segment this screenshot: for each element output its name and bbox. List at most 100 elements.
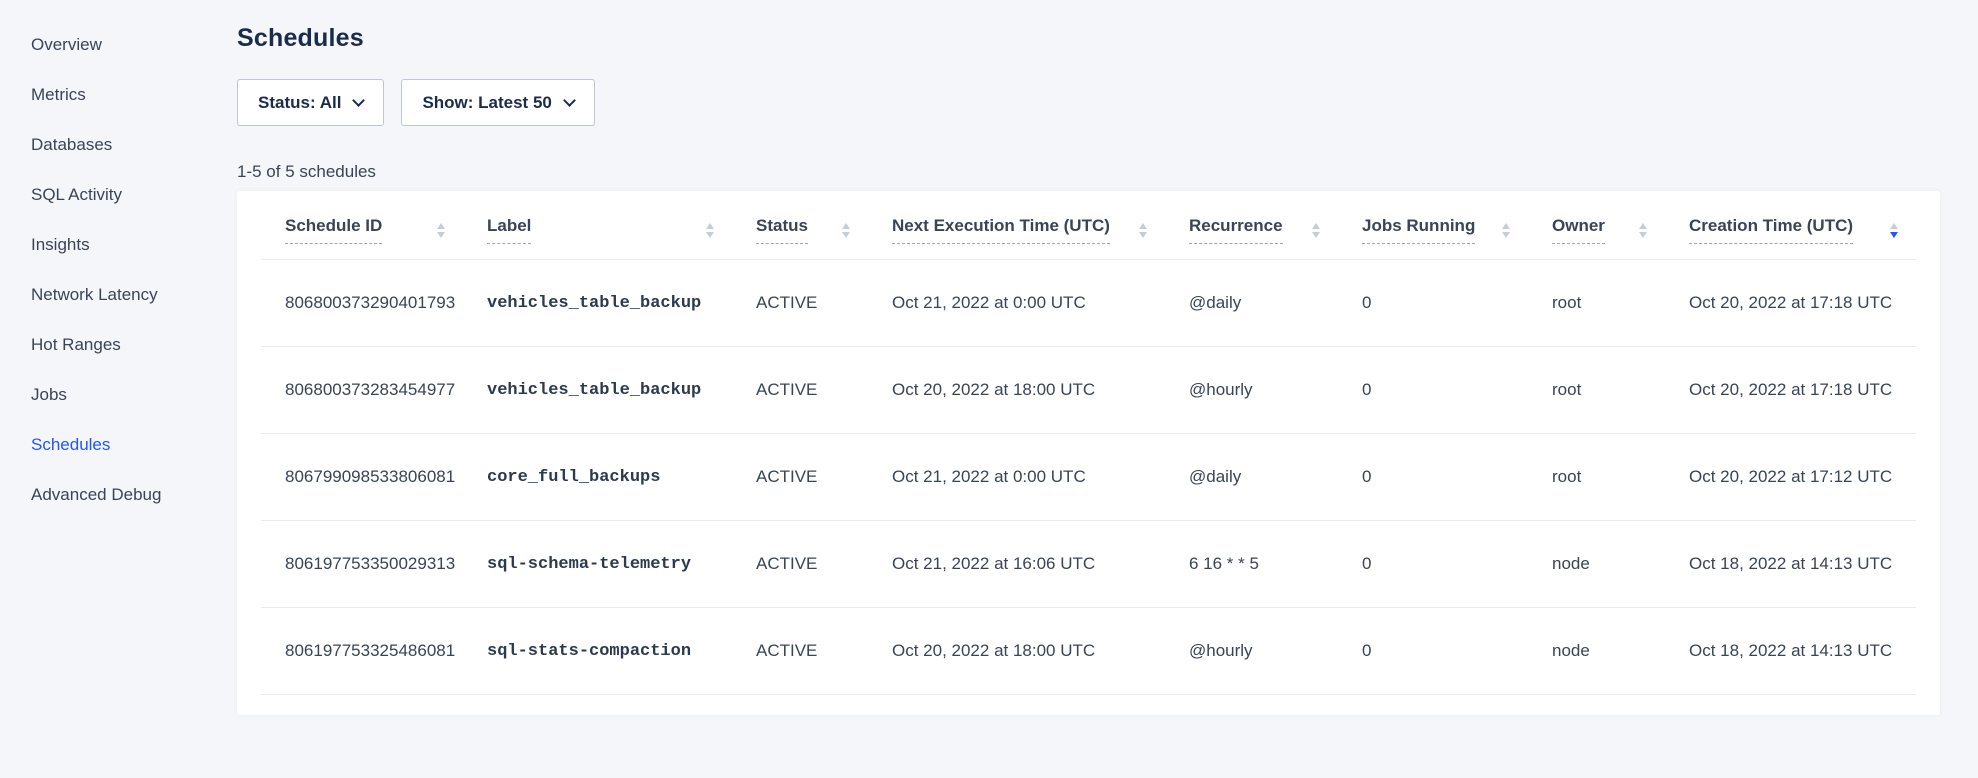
cell-jobs-running: 0 [1338, 607, 1528, 695]
results-count: 1-5 of 5 schedules [237, 162, 376, 181]
cell-recurrence: @daily [1165, 259, 1338, 347]
column-header-label: Recurrence [1189, 216, 1283, 244]
sidebar-item-metrics[interactable]: Metrics [31, 85, 86, 104]
table-row: 806197753350029313 sql-schema-telemetry AC… [261, 520, 1916, 608]
main-content: Schedules Status: All Show: Latest 50 1-… [205, 0, 1978, 778]
column-header-label: Next Execution Time (UTC) [892, 216, 1110, 244]
schedules-table: Schedule ID Label Status Next Execution Tim… [261, 191, 1916, 695]
sort-icon[interactable] [1890, 222, 1898, 238]
cell-creation-time: Oct 18, 2022 at 14:13 UTC [1665, 520, 1916, 608]
sidebar-item-schedules[interactable]: Schedules [31, 435, 111, 454]
sidebar-item-network-latency[interactable]: Network Latency [31, 285, 158, 304]
sidebar-item-hot-ranges[interactable]: Hot Ranges [31, 335, 121, 354]
cell-label: core_full_backups [463, 433, 732, 521]
sort-icon[interactable] [1312, 222, 1320, 238]
sort-up-arrow-icon [706, 222, 714, 229]
column-header-label[interactable]: Label [463, 191, 732, 260]
cell-schedule-id: 806799098533806081 [261, 433, 463, 521]
cell-creation-time: Oct 20, 2022 at 17:18 UTC [1665, 259, 1916, 347]
sort-icon[interactable] [1502, 222, 1510, 238]
column-header-jobs-running[interactable]: Jobs Running [1338, 191, 1528, 260]
cell-label: vehicles_table_backup [463, 346, 732, 434]
column-header-label: Owner [1552, 216, 1605, 244]
sort-down-arrow-icon [1502, 231, 1510, 238]
column-header-label: Label [487, 216, 532, 244]
table-header-row: Schedule ID Label Status Next Execution Tim… [261, 191, 1916, 260]
column-header-label: Creation Time (UTC) [1689, 216, 1854, 244]
sort-up-arrow-icon [1312, 222, 1320, 229]
chevron-down-icon [352, 93, 366, 107]
status-filter-dropdown[interactable]: Status: All [237, 79, 385, 126]
cell-jobs-running: 0 [1338, 433, 1528, 521]
cell-jobs-running: 0 [1338, 346, 1528, 434]
column-header-label: Jobs Running [1362, 216, 1476, 244]
sidebar-item-overview[interactable]: Overview [31, 35, 102, 54]
show-filter-dropdown[interactable]: Show: Latest 50 [401, 79, 595, 126]
cell-status: ACTIVE [732, 346, 868, 434]
sidebar-item-sql-activity[interactable]: SQL Activity [31, 185, 123, 204]
sidebar-nav: Overview Metrics Databases SQL Activity Insi… [0, 0, 205, 778]
cell-creation-time: Oct 18, 2022 at 14:13 UTC [1665, 607, 1916, 695]
sidebar-item-advanced-debug[interactable]: Advanced Debug [31, 485, 162, 504]
cell-recurrence: 6 16 * * 5 [1165, 520, 1338, 608]
sort-up-arrow-icon [1139, 222, 1147, 229]
table-row: 806800373290401793 vehicles_table_backup A… [261, 259, 1916, 347]
sort-up-arrow-icon [1890, 222, 1898, 229]
cell-next-execution-time: Oct 21, 2022 at 0:00 UTC [868, 433, 1165, 521]
cell-recurrence: @hourly [1165, 607, 1338, 695]
cell-schedule-id: 806197753350029313 [261, 520, 463, 608]
sort-up-arrow-icon [1639, 222, 1647, 229]
cell-owner: root [1528, 346, 1665, 434]
table-row: 806800373283454977 vehicles_table_backup A… [261, 346, 1916, 434]
sort-down-arrow-icon [1312, 231, 1320, 238]
sort-down-arrow-icon [1639, 231, 1647, 238]
cell-next-execution-time: Oct 20, 2022 at 18:00 UTC [868, 346, 1165, 434]
column-header-label: Status [756, 216, 808, 244]
column-header-label: Schedule ID [285, 216, 383, 244]
sort-down-arrow-icon [1890, 231, 1898, 238]
sort-up-arrow-icon [1502, 222, 1510, 229]
cell-jobs-running: 0 [1338, 520, 1528, 608]
column-header-creation-time-utc[interactable]: Creation Time (UTC) [1665, 191, 1916, 260]
sidebar-item-insights[interactable]: Insights [31, 235, 90, 254]
cell-status: ACTIVE [732, 520, 868, 608]
sort-icon[interactable] [1139, 222, 1147, 238]
sort-up-arrow-icon [842, 222, 850, 229]
sort-down-arrow-icon [706, 231, 714, 238]
column-header-owner[interactable]: Owner [1528, 191, 1665, 260]
cell-creation-time: Oct 20, 2022 at 17:12 UTC [1665, 433, 1916, 521]
sort-icon[interactable] [706, 222, 714, 238]
table-row: 806799098533806081 core_full_backups ACTIV… [261, 433, 1916, 521]
cell-label: vehicles_table_backup [463, 259, 732, 347]
column-header-next-execution-time-utc[interactable]: Next Execution Time (UTC) [868, 191, 1165, 260]
cell-jobs-running: 0 [1338, 259, 1528, 347]
sort-icon[interactable] [842, 222, 850, 238]
sort-icon[interactable] [437, 222, 445, 238]
cell-owner: root [1528, 259, 1665, 347]
cell-owner: node [1528, 607, 1665, 695]
cell-label: sql-schema-telemetry [463, 520, 732, 608]
show-filter-label: Show: Latest 50 [422, 92, 552, 112]
cell-creation-time: Oct 20, 2022 at 17:18 UTC [1665, 346, 1916, 434]
chevron-down-icon [562, 93, 576, 107]
cell-recurrence: @hourly [1165, 346, 1338, 434]
table-body: 806800373290401793 vehicles_table_backup A… [261, 259, 1916, 695]
page-title: Schedules [237, 24, 364, 52]
cell-next-execution-time: Oct 21, 2022 at 16:06 UTC [868, 520, 1165, 608]
cell-next-execution-time: Oct 21, 2022 at 0:00 UTC [868, 259, 1165, 347]
table-row: 806197753325486081 sql-stats-compaction AC… [261, 607, 1916, 695]
cell-status: ACTIVE [732, 607, 868, 695]
sidebar-item-databases[interactable]: Databases [31, 135, 113, 154]
cell-schedule-id: 806197753325486081 [261, 607, 463, 695]
cell-label: sql-stats-compaction [463, 607, 732, 695]
column-header-status[interactable]: Status [732, 191, 868, 260]
schedules-table-panel: Schedule ID Label Status Next Execution Tim… [237, 191, 1940, 715]
cell-status: ACTIVE [732, 259, 868, 347]
column-header-recurrence[interactable]: Recurrence [1165, 191, 1338, 260]
column-header-schedule-id[interactable]: Schedule ID [261, 191, 463, 260]
sidebar-item-jobs[interactable]: Jobs [31, 385, 67, 404]
sort-down-arrow-icon [1139, 231, 1147, 238]
cell-status: ACTIVE [732, 433, 868, 521]
sort-icon[interactable] [1639, 222, 1647, 238]
status-filter-label: Status: All [258, 92, 342, 112]
